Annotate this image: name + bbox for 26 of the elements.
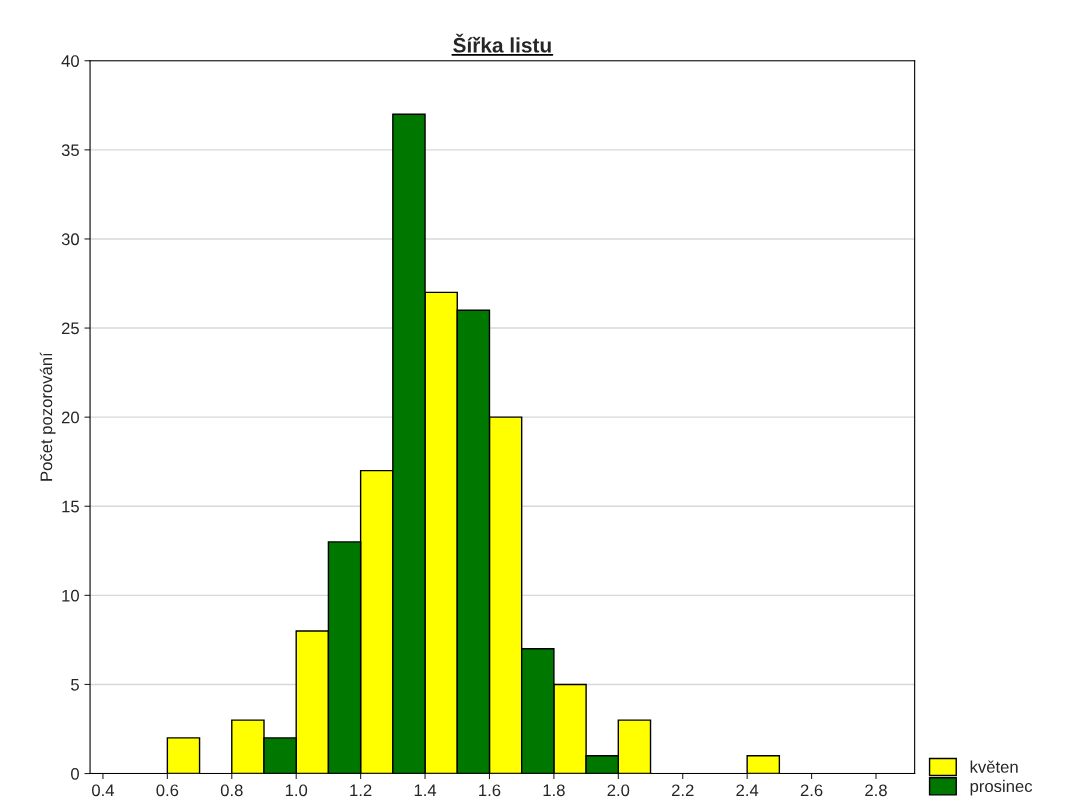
x-tick-label: 1.8 <box>543 784 565 797</box>
x-tick-label: 0.8 <box>220 784 243 797</box>
x-tick-label: 2.2 <box>671 784 694 797</box>
x-tick-label: 1.4 <box>414 784 437 797</box>
legend-label: květen <box>970 760 1018 773</box>
x-tick-label: 2.4 <box>736 784 759 797</box>
x-tick-label: 2.8 <box>865 784 887 797</box>
x-tick-label: 1.6 <box>479 784 501 797</box>
y-tick-label: 35 <box>61 144 79 157</box>
x-tick-label: 1.2 <box>350 784 372 797</box>
y-tick-label: 15 <box>62 500 79 513</box>
x-tick-label: 2.6 <box>800 784 823 797</box>
x-tick-label: 0.6 <box>156 784 179 797</box>
y-tick-label: 5 <box>71 679 79 691</box>
y-tick-label: 30 <box>61 233 79 246</box>
chart-title: Šířka listu <box>453 33 551 53</box>
y-tick-label: 0 <box>71 767 79 780</box>
y-tick-label: 25 <box>61 322 79 335</box>
x-tick-label: 0.4 <box>92 784 115 797</box>
y-axis-title: Počet pozorování <box>39 352 56 481</box>
x-tick-label: 1.0 <box>285 784 308 797</box>
y-tick-label: 20 <box>61 411 79 424</box>
legend-label: prosinec <box>970 779 1033 796</box>
y-tick-label: 40 <box>61 55 79 67</box>
y-tick-label: 10 <box>62 589 79 602</box>
x-tick-label: 2.0 <box>607 784 630 797</box>
